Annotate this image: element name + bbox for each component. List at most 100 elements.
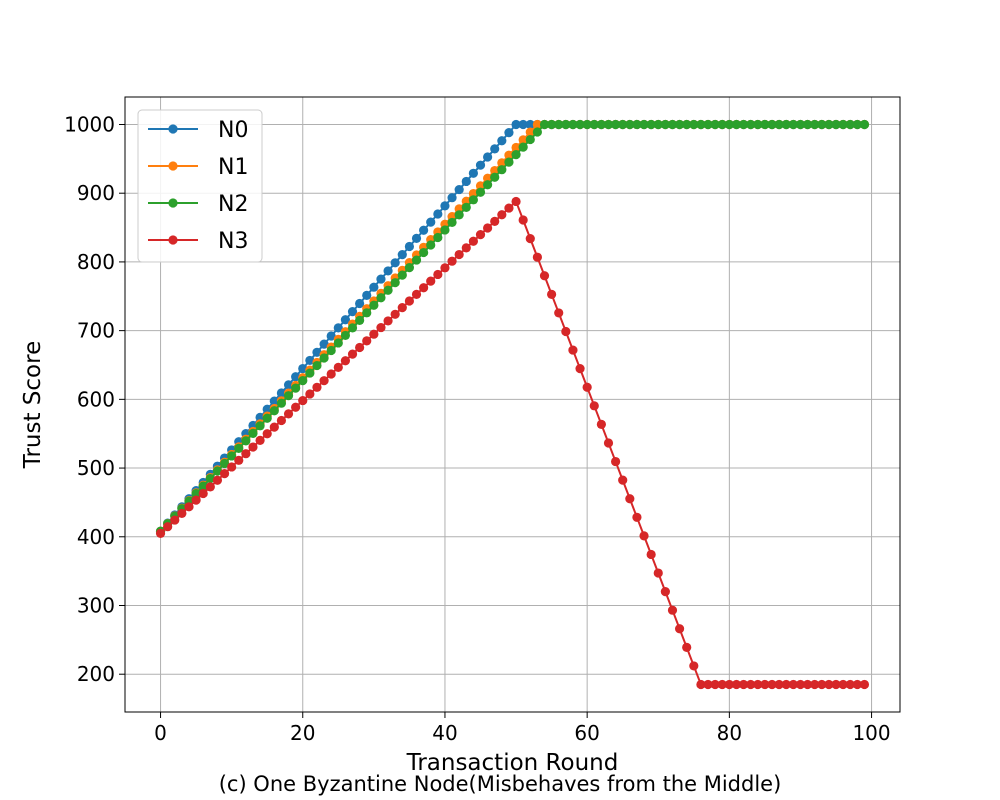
data-point: [710, 679, 720, 690]
data-point: [269, 422, 279, 432]
data-point: [611, 456, 621, 467]
data-point: [227, 451, 237, 461]
data-point: [163, 522, 173, 532]
data-point: [411, 289, 422, 299]
data-point: [781, 679, 791, 690]
data-point: [283, 380, 294, 390]
data-point: [362, 290, 372, 300]
data-point: [340, 330, 351, 341]
data-point: [696, 119, 706, 130]
data-point: [404, 241, 414, 252]
series-n3: [155, 196, 870, 690]
data-point: [276, 415, 287, 426]
data-point: [426, 276, 436, 286]
legend-item-n3: N3: [148, 229, 248, 254]
data-point: [447, 193, 457, 203]
data-point: [198, 488, 208, 499]
legend-box: [137, 109, 263, 263]
data-point: [312, 347, 322, 357]
data-point: [198, 481, 208, 491]
series-layer: [155, 119, 870, 690]
data-point: [603, 438, 614, 448]
data-point: [468, 168, 478, 178]
axis-ticks: 0 20 40 60 80 100 200 300 400 500 600 700 800 900 1000: [64, 112, 891, 745]
data-point: [618, 119, 628, 130]
data-point: [532, 252, 542, 262]
data-point: [362, 308, 372, 318]
data-point: [241, 449, 251, 459]
data-point: [461, 243, 471, 253]
data-point: [511, 196, 521, 207]
data-point: [667, 605, 678, 615]
data-point: [731, 679, 742, 690]
data-point: [376, 274, 386, 284]
data-point: [497, 210, 507, 220]
x-tick-label: 40: [432, 721, 457, 745]
data-point: [426, 217, 436, 227]
data-point: [468, 236, 478, 246]
data-point: [490, 216, 500, 226]
data-point: [746, 679, 756, 690]
data-point: [497, 136, 507, 146]
data-point: [817, 119, 827, 130]
data-point: [276, 388, 287, 398]
data-point: [170, 515, 180, 525]
data-point: [618, 475, 628, 485]
legend-item-n2: N2: [148, 192, 248, 217]
data-point: [376, 322, 386, 333]
y-tick-label: 1000: [64, 112, 115, 136]
data-point: [738, 119, 749, 130]
data-point: [298, 363, 308, 374]
data-point: [767, 679, 777, 690]
data-point: [660, 119, 670, 130]
x-axis-label: Transaction Round: [406, 750, 619, 776]
legend-marker: [168, 161, 178, 171]
data-point: [390, 278, 400, 288]
data-point: [262, 429, 272, 439]
data-point: [525, 234, 535, 244]
data-point: [632, 119, 642, 130]
data-point: [312, 360, 322, 371]
data-point: [355, 298, 365, 309]
legend-marker: [168, 235, 178, 245]
data-point: [390, 309, 400, 319]
data-point: [674, 119, 685, 130]
data-point: [347, 307, 358, 317]
data-point: [547, 289, 557, 299]
data-point: [468, 195, 478, 205]
data-point: [347, 349, 358, 359]
data-point: [255, 421, 265, 431]
data-point: [219, 469, 230, 479]
data-point: [404, 263, 414, 273]
data-point: [859, 679, 870, 690]
data-point: [596, 119, 606, 130]
data-point: [483, 223, 493, 233]
data-point: [184, 502, 194, 512]
data-point: [490, 172, 500, 182]
data-point: [490, 144, 500, 154]
data-point: [639, 119, 649, 130]
data-point: [333, 362, 343, 372]
data-point: [646, 549, 656, 560]
data-point: [475, 160, 486, 170]
data-point: [525, 134, 535, 145]
data-point: [859, 119, 870, 130]
data-point: [504, 203, 514, 213]
data-point: [504, 157, 514, 167]
data-point: [234, 455, 244, 465]
data-point: [852, 119, 862, 130]
data-point: [674, 624, 685, 634]
data-point: [817, 679, 827, 690]
y-tick-label: 200: [77, 662, 115, 686]
data-point: [490, 165, 500, 176]
data-point: [781, 119, 791, 130]
legend-label: N2: [218, 192, 248, 217]
data-point: [682, 119, 692, 130]
data-point: [397, 250, 407, 260]
data-point: [369, 329, 379, 339]
data-point: [703, 679, 713, 690]
data-point: [227, 462, 237, 472]
data-point: [824, 119, 834, 130]
data-point: [177, 508, 187, 519]
